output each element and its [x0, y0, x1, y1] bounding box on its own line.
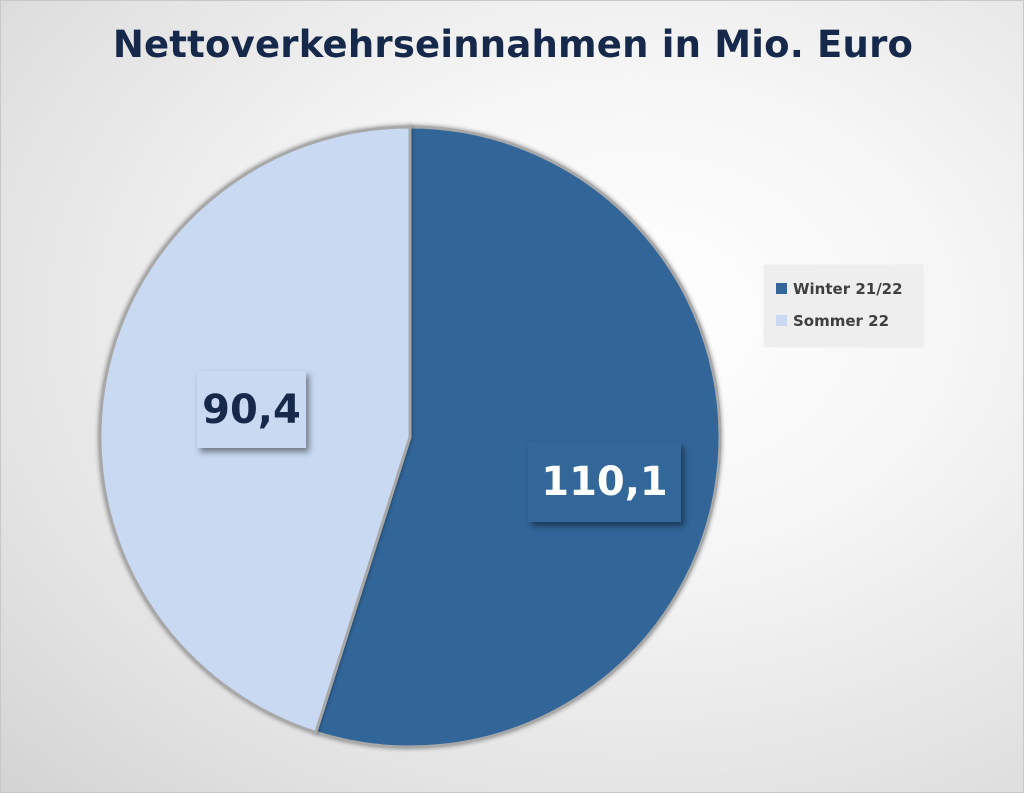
legend-item-winter: Winter 21/22 [776, 276, 923, 301]
legend-item-sommer: Sommer 22 [776, 308, 923, 333]
pie-slices [98, 125, 722, 749]
pie-slice-winter [313, 125, 722, 749]
legend-label-winter: Winter 21/22 [793, 279, 903, 298]
legend: Winter 21/22 Sommer 22 [764, 265, 923, 347]
legend-swatch-sommer [776, 315, 787, 326]
chart-title: Nettoverkehrseinnahmen in Mio. Euro [112, 23, 914, 66]
legend-label-sommer: Sommer 22 [793, 311, 890, 330]
data-label-sommer: 90,4 [197, 371, 306, 448]
legend-swatch-winter [776, 283, 787, 294]
data-label-winter: 110,1 [528, 442, 681, 522]
